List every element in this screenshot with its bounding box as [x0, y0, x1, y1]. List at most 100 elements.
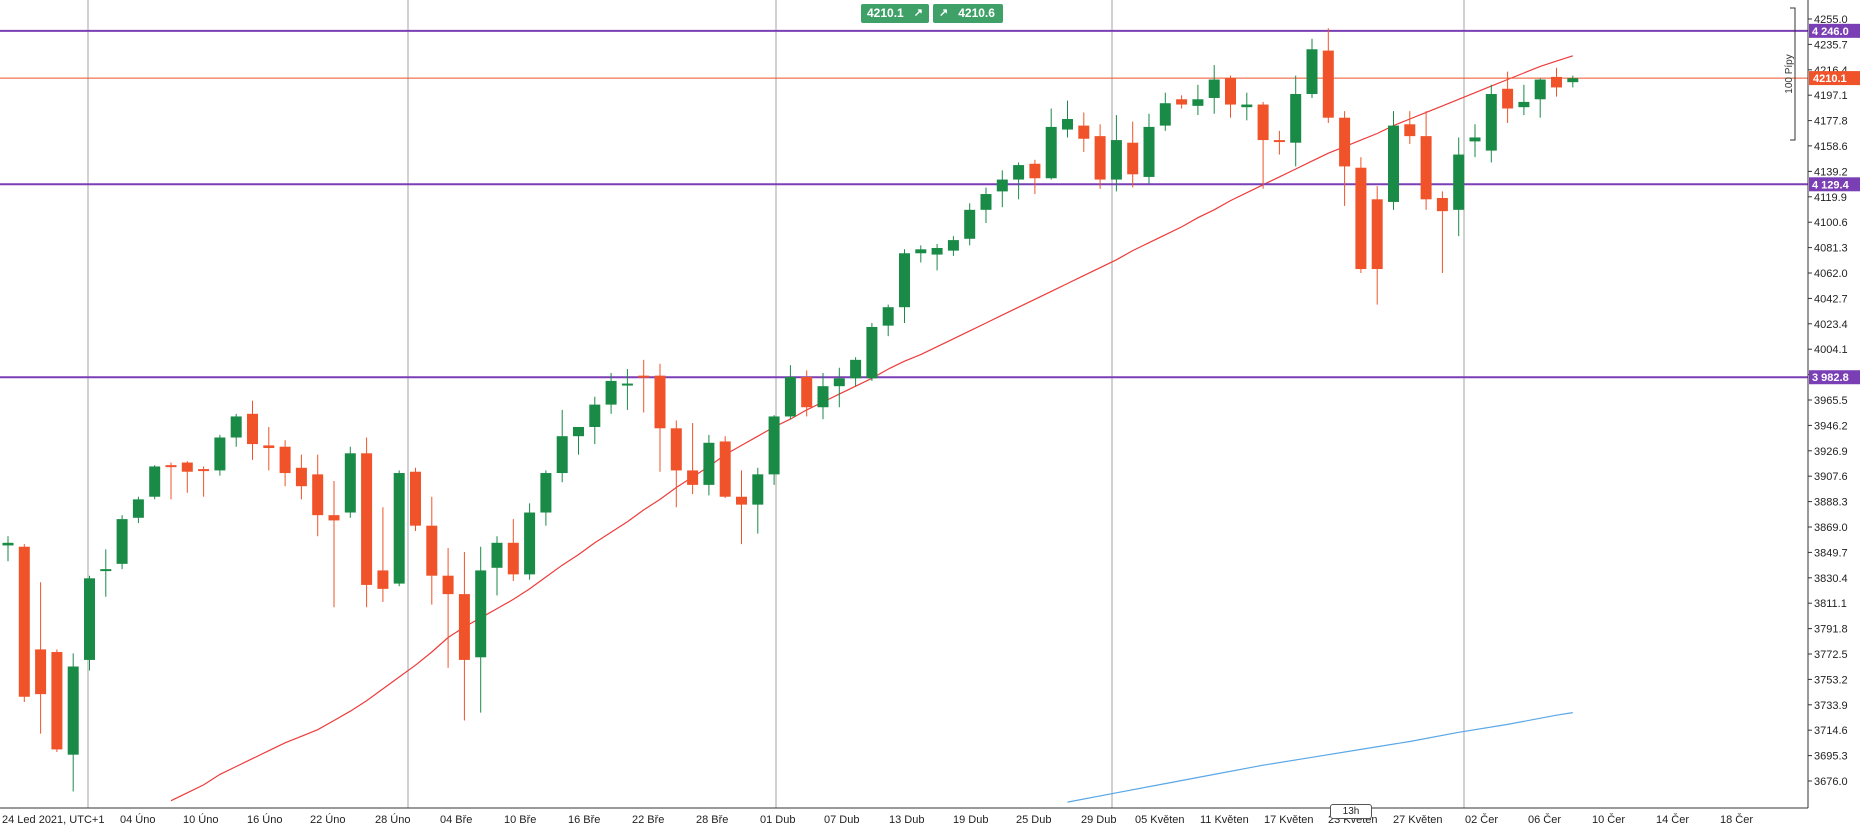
candle-down: [801, 376, 813, 408]
candle-up: [1192, 99, 1204, 106]
bid-quote-button[interactable]: 4210.1 ↗: [861, 4, 929, 23]
candle-down: [1094, 136, 1106, 180]
candle-down: [165, 465, 177, 468]
time-tick-label: 28 Bře: [696, 814, 728, 826]
candle-up: [230, 416, 242, 438]
time-tick-label: 07 Dub: [824, 814, 859, 826]
time-tick-label: 10 Bře: [504, 814, 536, 826]
candle-down: [1339, 117, 1351, 167]
time-tick-label: 01 Dub: [760, 814, 795, 826]
candlesticks: [2, 28, 1579, 792]
moving-average-blue: [1067, 712, 1573, 803]
ask-quote-button[interactable]: ↗ 4210.6: [933, 4, 1003, 23]
candle-up: [866, 326, 878, 379]
candle-up: [1208, 79, 1220, 98]
candle-up: [573, 426, 584, 437]
candle-down: [654, 375, 666, 429]
price-tick-label: 4235.7: [1814, 39, 1848, 51]
price-tick-label: 4158.6: [1814, 141, 1848, 153]
price-tick-label: 4004.1: [1814, 344, 1848, 356]
time-tick-label: 02 Čer: [1465, 813, 1498, 826]
candle-down: [1029, 163, 1041, 179]
time-tick-label: 24 Led 2021, UTC+1: [2, 814, 104, 826]
price-tick-label: 3695.3: [1814, 751, 1848, 763]
candle-up: [1567, 78, 1579, 83]
candle-up: [964, 209, 976, 239]
time-tick-label: 29 Dub: [1081, 814, 1116, 826]
price-tick-label: 3791.8: [1814, 624, 1848, 636]
price-tick-label: 3849.7: [1814, 547, 1848, 559]
ask-price: 4210.6: [958, 6, 995, 20]
candle-down: [361, 453, 373, 585]
timeframe-badge[interactable]: 13h: [1330, 804, 1372, 819]
time-tick-label: 16 Úno: [247, 813, 282, 826]
candle-down: [670, 428, 682, 471]
candle-up: [1518, 101, 1530, 108]
candle-up: [491, 542, 503, 568]
price-tick-label: 3869.0: [1814, 522, 1848, 534]
price-tick-label: 4062.0: [1814, 268, 1848, 280]
price-tick-label: 3811.1: [1814, 598, 1847, 610]
candle-up: [556, 436, 568, 474]
candle-down: [1355, 167, 1367, 270]
candle-up: [882, 307, 894, 326]
candle-up: [1062, 119, 1073, 130]
time-tick-label: 04 Úno: [120, 813, 155, 826]
price-axis[interactable]: [0, 0, 1809, 809]
candle-up: [1534, 79, 1546, 100]
candle-down: [687, 470, 699, 485]
candle-up: [915, 249, 927, 254]
candle-up: [589, 404, 601, 427]
horizontal-levels[interactable]: [0, 29, 1808, 379]
arrow-up-right-icon: ↗: [939, 7, 949, 19]
candle-down: [1273, 140, 1285, 143]
price-tick-label: 4042.7: [1814, 293, 1848, 305]
candle-up: [931, 247, 943, 255]
candle-up: [1110, 140, 1122, 180]
arrow-up-right-icon: ↗: [913, 7, 923, 19]
candle-up: [817, 386, 829, 408]
time-axis-ticks: 24 Led 2021, UTC+1 04 Úno 10 Úno 16 Úno 22 Ú…: [2, 813, 1753, 826]
candle-down: [328, 515, 340, 521]
candle-down: [1078, 125, 1090, 139]
candle-up: [784, 376, 796, 417]
level-price-tags: 4 246.0 4 129.4 3 982.8: [1809, 23, 1860, 385]
candle-up: [833, 378, 845, 387]
price-tick-label: 3830.4: [1814, 573, 1848, 585]
candle-down: [1176, 99, 1188, 105]
time-tick-label: 22 Bře: [632, 814, 664, 826]
candle-up: [1290, 94, 1302, 143]
level-tag: [1809, 370, 1860, 385]
candle-up: [947, 240, 959, 251]
pips-range-bracket: 100 Pípy: [1784, 7, 1796, 141]
candle-up: [850, 359, 862, 379]
price-tick-label: 3946.2: [1814, 420, 1848, 432]
candle-down: [1551, 76, 1562, 88]
candle-down: [458, 594, 470, 660]
time-tick-label: 25 Dub: [1016, 814, 1051, 826]
candle-down: [1127, 142, 1139, 175]
price-tick-label: 3965.5: [1814, 395, 1848, 407]
price-tick-label: 4023.4: [1814, 319, 1848, 331]
time-tick-label: 17 Květen: [1264, 814, 1314, 826]
candle-up: [149, 466, 161, 497]
candle-up: [1143, 126, 1155, 177]
candle-down: [507, 542, 519, 575]
time-tick-label: 18 Čer: [1720, 813, 1753, 826]
candle-up: [116, 519, 128, 564]
candle-down: [1257, 104, 1269, 141]
svg-text:4210.1: 4210.1: [1813, 73, 1847, 85]
candle-up: [980, 194, 992, 210]
candle-up: [524, 512, 536, 575]
candle-up: [67, 666, 79, 755]
time-tick-label: 06 Čer: [1528, 813, 1561, 826]
candle-up: [1469, 137, 1481, 142]
candle-down: [1404, 124, 1416, 137]
time-tick-label: 14 Čer: [1656, 813, 1689, 826]
candle-down: [279, 446, 291, 474]
candle-down: [426, 525, 438, 576]
vertical-gridlines: [87, 0, 1465, 808]
price-tick-label: 4081.3: [1814, 243, 1848, 255]
time-tick-label: 28 Úno: [375, 813, 410, 826]
